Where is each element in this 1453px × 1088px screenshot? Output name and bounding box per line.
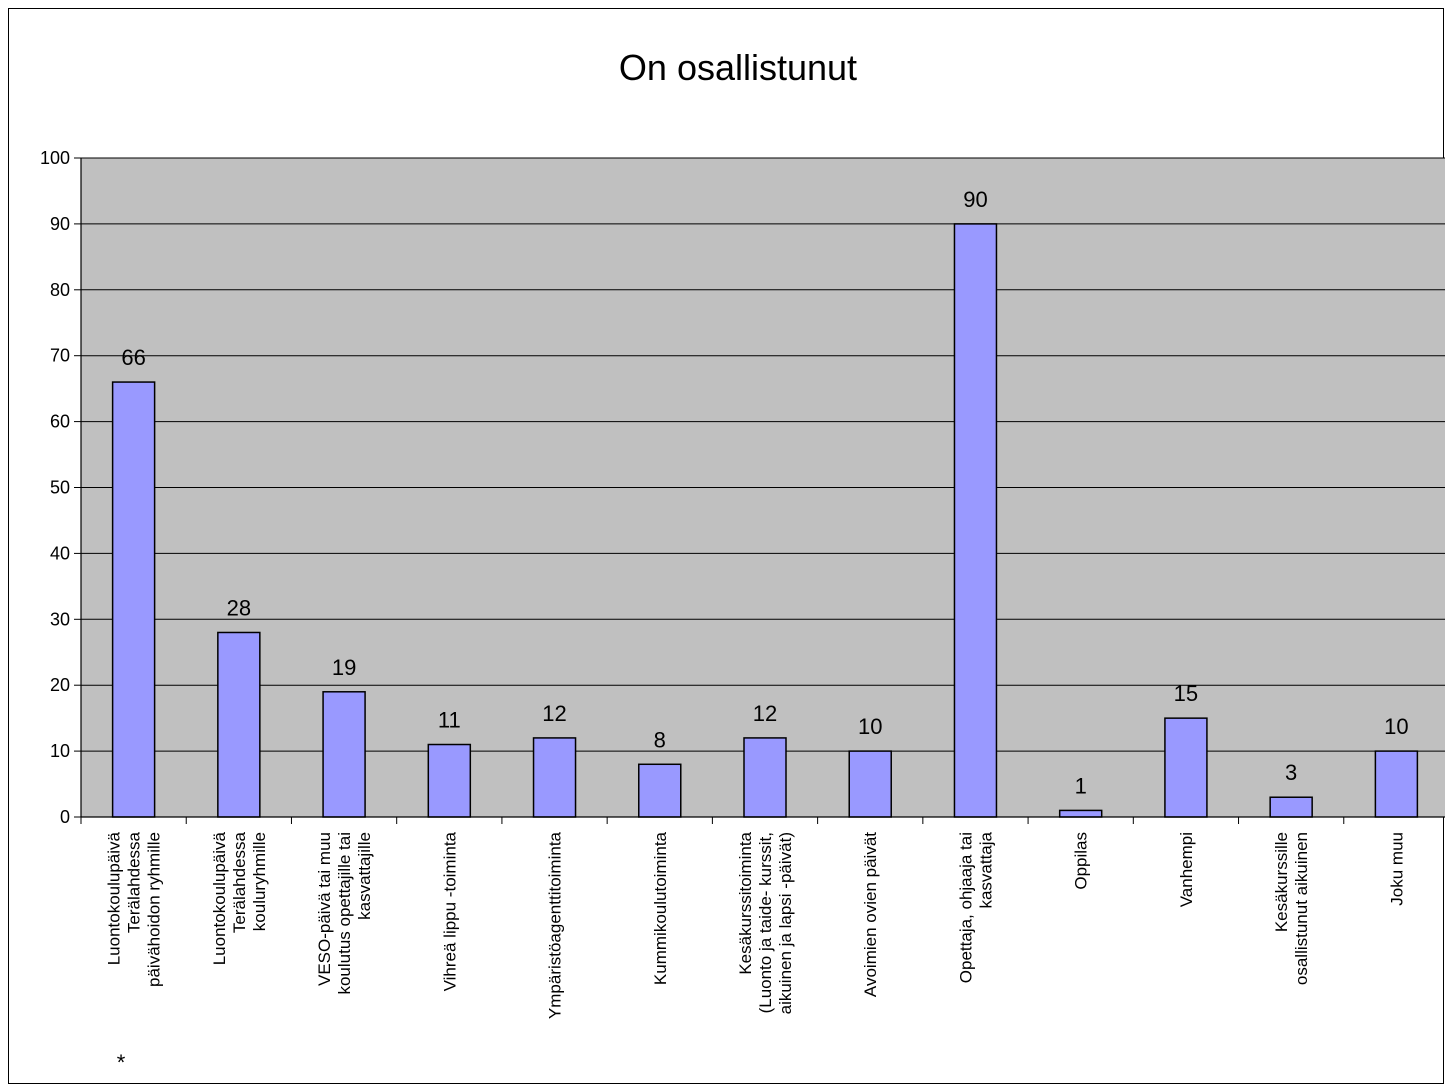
category-label-line: VESO-päivä tai muu [315,832,334,986]
category-label: VESO-päivä tai muukoulutus opettajille t… [315,832,374,995]
category-label: Joku muu [1387,832,1406,906]
y-tick-label: 90 [50,214,70,234]
data-label: 3 [1285,760,1297,785]
bar [532,737,577,818]
category-label-line: Kesäkurssitoiminta [736,831,755,974]
category-label-line: (Luonto ja taide- kurssit, [756,832,775,1013]
chart-svg: On osallistunut 0 10 20 30 40 50 60 70 80 90 100 6… [40,47,1445,1075]
category-label: Kesäkurssitoiminta(Luonto ja taide- kurs… [736,831,795,1014]
y-tick-label: 100 [40,148,70,168]
category-labels: LuontokoulupäiväTerälahdessapäivähoidon … [105,831,1407,1019]
bar [427,743,472,818]
data-label: 15 [1174,681,1198,706]
category-label-line: Luontokoulupäivä [105,831,124,965]
data-label: 66 [121,345,145,370]
category-label-line: Kesäkurssille [1272,832,1291,932]
category-label-line: Avoimien ovien päivät [861,832,880,997]
bars [111,223,1419,818]
category-label-line: päivähoidon ryhmille [145,832,164,987]
category-label-line: aikuinen ja lapsi -päivät) [776,832,795,1014]
bar [953,223,998,818]
bar [1374,750,1419,818]
category-label: LuontokoulupäiväTerälahdessapäivähoidon … [105,831,164,987]
category-label-line: Vanhempi [1177,832,1196,907]
category-label-line: kasvattajille [355,832,374,920]
data-label: 1 [1075,773,1087,798]
category-label: Kummikoulutoiminta [651,831,670,985]
bar [1058,809,1103,818]
category-label: Avoimien ovien päivät [861,832,880,997]
category-label-line: Opettaja, ohjaaja tai [956,832,975,983]
category-label: LuontokoulupäiväTerälahdessakouluryhmill… [210,831,269,965]
axes [74,157,1445,824]
category-label-line: Joku muu [1387,832,1406,906]
footnote-asterisk: * [117,1050,126,1075]
y-tick-label: 80 [50,280,70,300]
category-label: Ympäristöagenttitoiminta [546,831,565,1019]
category-label-line: Terälahdessa [125,831,144,933]
category-label: Kesäkurssilleosallistunut aikuinen [1272,832,1311,985]
y-tick-label: 40 [50,543,70,563]
data-label: 8 [654,727,666,752]
data-label: 19 [332,655,356,680]
data-label: 12 [542,701,566,726]
category-label-line: Luontokoulupäivä [210,831,229,965]
data-label: 12 [753,701,777,726]
category-label: Vanhempi [1177,832,1196,907]
bar [111,381,156,818]
y-tick-label: 30 [50,609,70,629]
category-label-line: kouluryhmille [250,832,269,931]
bar [217,631,261,818]
y-tick-label: 70 [50,346,70,366]
data-label: 10 [1384,714,1408,739]
category-label: Oppilas [1072,832,1091,890]
y-tick-labels: 0 10 20 30 40 50 60 70 80 90 100 [40,148,70,827]
bar [638,763,682,818]
chart-title: On osallistunut [619,47,857,88]
bar [848,750,892,818]
data-label: 90 [963,187,987,212]
y-tick-label: 20 [50,675,70,695]
y-tick-label: 50 [50,478,70,498]
category-label: Opettaja, ohjaaja taikasvattaja [956,831,995,983]
data-label: 10 [858,714,882,739]
category-label-line: kasvattaja [976,831,995,908]
data-label: 11 [438,708,461,733]
category-label-line: osallistunut aikuinen [1292,832,1311,985]
bar [1269,796,1313,818]
y-tick-label: 10 [50,741,70,761]
bar [743,737,787,818]
bar [1164,717,1208,818]
data-labels: 66 28 19 11 12 8 12 10 90 1 15 3 10 [121,187,1408,799]
category-label-line: Ympäristöagenttitoiminta [546,831,565,1019]
category-label-line: Oppilas [1072,832,1091,890]
category-label: Vihreä lippu -toiminta [440,831,459,991]
category-label-line: Terälahdessa [230,831,249,933]
y-tick-label: 0 [60,807,70,827]
category-label-line: koulutus opettajille tai [335,832,354,995]
category-label-line: Vihreä lippu -toiminta [440,831,459,991]
category-label-line: Kummikoulutoiminta [651,831,670,985]
chart-frame: On osallistunut 0 10 20 30 40 50 60 70 80 90 100 6… [8,8,1445,1084]
y-tick-label: 60 [50,412,70,432]
bar [322,691,366,818]
data-label: 28 [227,595,251,620]
